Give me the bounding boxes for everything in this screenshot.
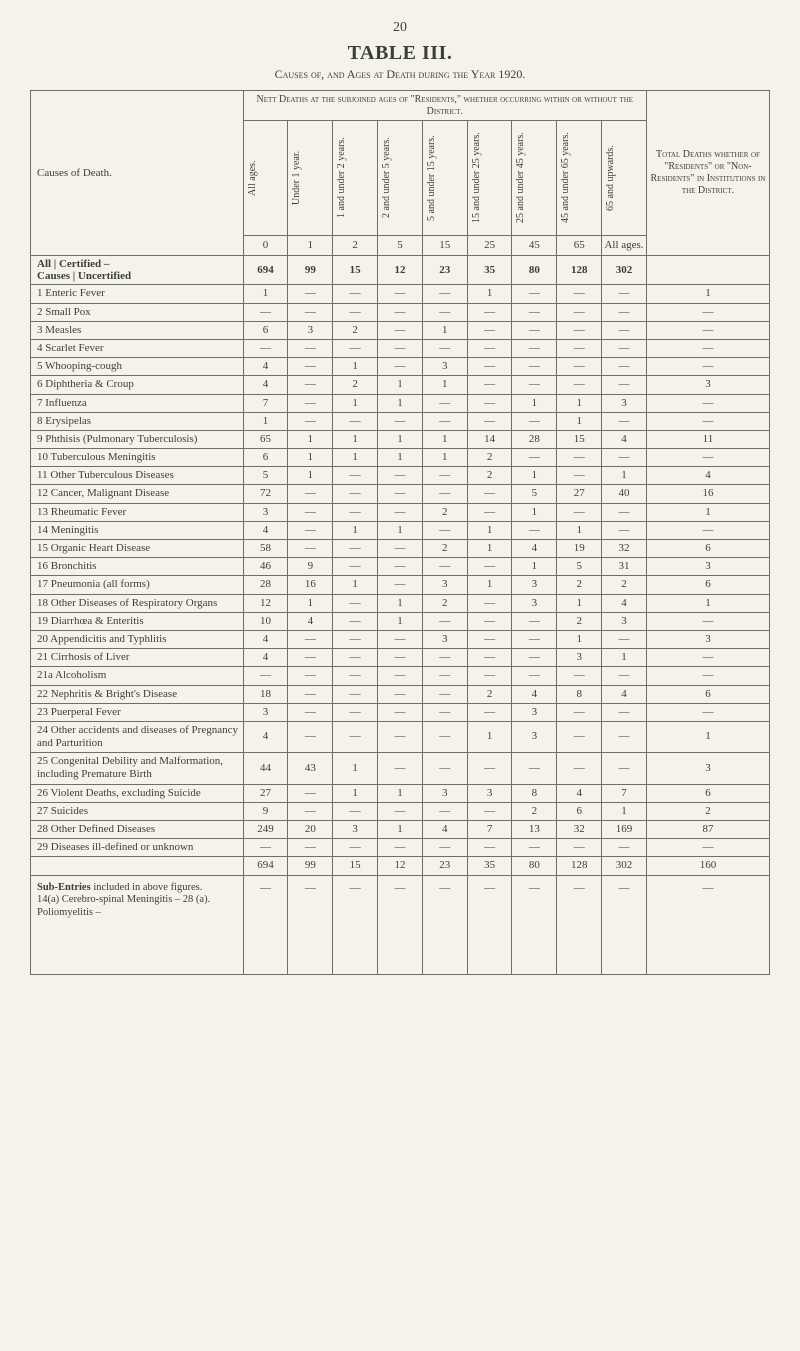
table-row: 3 Measles632—1————— <box>31 321 770 339</box>
table-row: 22 Nephritis & Bright's Disease18————248… <box>31 685 770 703</box>
page-number: 20 <box>30 20 770 36</box>
table-row: 5 Whooping-cough4—1—3————— <box>31 358 770 376</box>
totals-row: 694 99 15 12 23 35 80 128 302 160 <box>31 857 770 875</box>
col-total: Total Deaths whether of "Residents" or "… <box>646 91 769 256</box>
table-row: 15 Organic Heart Disease58———21419326 <box>31 540 770 558</box>
age-col-4: 5 and under 15 years. <box>422 121 467 236</box>
table-row: 25 Congenital Debility and Malformation,… <box>31 753 770 784</box>
all-causes-row: All | Certified – Causes | Uncertified 6… <box>31 256 770 285</box>
age-label: 65 <box>557 236 602 256</box>
table-row: 14 Meningitis4—11—1—1—— <box>31 521 770 539</box>
table-row: 1 Enteric Fever1————1———1 <box>31 285 770 303</box>
age-col-2: 1 and under 2 years. <box>333 121 378 236</box>
table-row: 23 Puerperal Fever3—————3——— <box>31 703 770 721</box>
table-row: 9 Phthisis (Pulmonary Tuberculosis)65111… <box>31 430 770 448</box>
age-label: 2 <box>333 236 378 256</box>
table-row: 12 Cancer, Malignant Disease72—————52740… <box>31 485 770 503</box>
age-col-8: 65 and upwards. <box>602 121 647 236</box>
age-label: 15 <box>422 236 467 256</box>
table-row: 11 Other Tuberculous Diseases51———21—14 <box>31 467 770 485</box>
sub-entries-row: Sub-Entries included in above figures. 1… <box>31 875 770 974</box>
table-row: 2 Small Pox—————————— <box>31 303 770 321</box>
age-col-6: 25 and under 45 years. <box>512 121 557 236</box>
table-row: 18 Other Diseases of Respiratory Organs1… <box>31 594 770 612</box>
age-label: 25 <box>467 236 512 256</box>
age-label: 5 <box>378 236 423 256</box>
table-subtitle: Causes of, and Ages at Death during the … <box>30 67 770 82</box>
table-row: 4 Scarlet Fever—————————— <box>31 339 770 357</box>
age-label: 0 <box>243 236 288 256</box>
col-nett: Nett Deaths at the subjoined ages of "Re… <box>243 91 646 121</box>
table-row: 21a Alcoholism—————————— <box>31 667 770 685</box>
table-row: 10 Tuberculous Meningitis611112———— <box>31 449 770 467</box>
table-row: 27 Suicides9—————2612 <box>31 802 770 820</box>
age-col-3: 2 and under 5 years. <box>378 121 423 236</box>
col-causes: Causes of Death. <box>31 91 244 256</box>
age-col-0: All ages. <box>243 121 288 236</box>
deaths-table: Causes of Death. Nett Deaths at the subj… <box>30 90 770 975</box>
table-row: 7 Influenza7—11——113— <box>31 394 770 412</box>
table-row: 21 Cirrhosis of Liver4——————31— <box>31 649 770 667</box>
table-row: 28 Other Defined Diseases249203147133216… <box>31 821 770 839</box>
table-row: 29 Diseases ill-defined or unknown——————… <box>31 839 770 857</box>
table-row: 19 Diarrhœa & Enteritis104—1———23— <box>31 612 770 630</box>
age-col-7: 45 and under 65 years. <box>557 121 602 236</box>
table-title: TABLE III. <box>30 42 770 65</box>
table-row: 17 Pneumonia (all forms)28161—313226 <box>31 576 770 594</box>
age-col-5: 15 and under 25 years. <box>467 121 512 236</box>
table-row: 13 Rheumatic Fever3———2—1——1 <box>31 503 770 521</box>
table-row: 24 Other accidents and diseases of Pregn… <box>31 721 770 752</box>
age-label: 1 <box>288 236 333 256</box>
age-label: All ages. <box>602 236 647 256</box>
age-label: 45 <box>512 236 557 256</box>
table-row: 16 Bronchitis469————15313 <box>31 558 770 576</box>
age-col-1: Under 1 year. <box>288 121 333 236</box>
table-row: 20 Appendicitis and Typhlitis4———3——1—3 <box>31 630 770 648</box>
table-row: 6 Diphtheria & Croup4—211————3 <box>31 376 770 394</box>
table-row: 26 Violent Deaths, excluding Suicide27—1… <box>31 784 770 802</box>
table-row: 8 Erysipelas1——————1—— <box>31 412 770 430</box>
